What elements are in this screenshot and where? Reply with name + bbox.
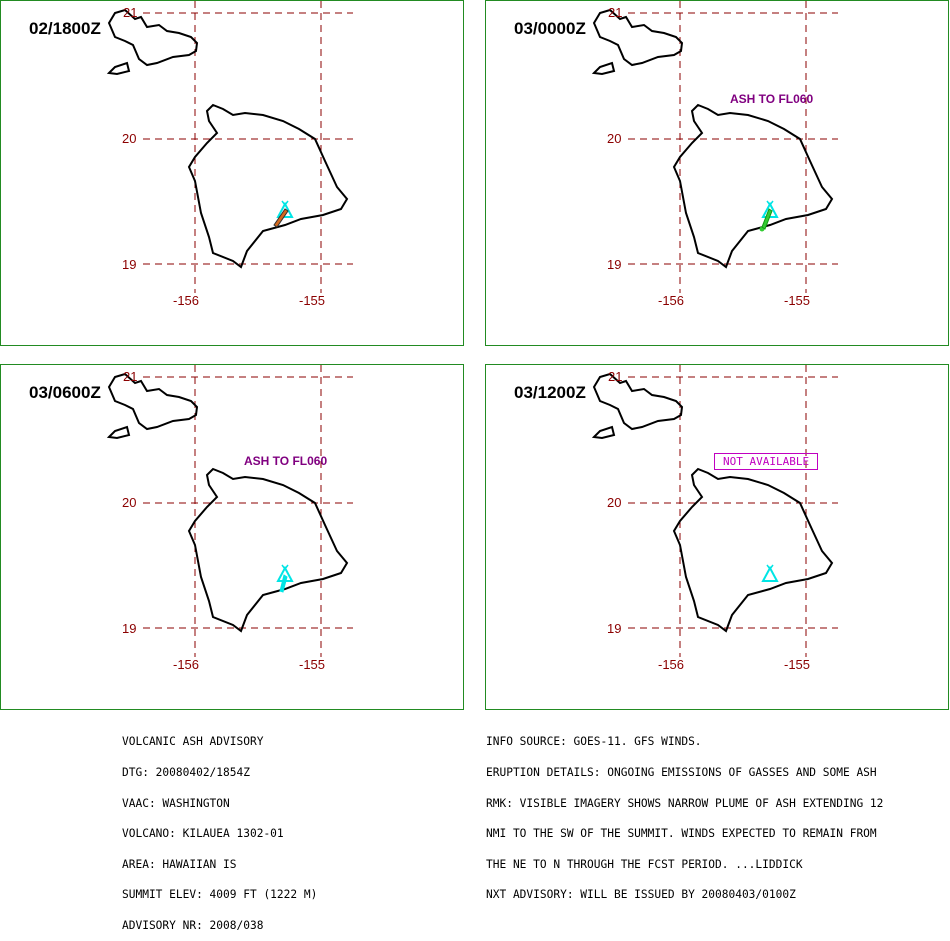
lat-label-21: 21 [123,5,138,20]
lon-label-156: -156 [658,657,685,672]
lat-lon-grid [628,1,838,293]
volcano-icon [276,200,294,218]
ash-plume-icon [279,574,288,593]
lon-label-156: -156 [173,293,200,308]
maui-coastline [107,8,199,67]
kahoolawe-coastline [106,61,131,76]
ash-plume-icon [273,208,289,228]
lat-label-20: 20 [122,131,137,146]
maui-coastline [592,8,684,67]
volcano-vent [281,200,289,207]
big-island-coastline [187,103,349,269]
lat-label-19: 19 [607,621,622,636]
lat-label-20: 20 [122,495,137,510]
lat-label-19: 19 [122,257,137,272]
advisory-line: NMI TO THE SW OF THE SUMMIT. WINDS EXPEC… [486,827,877,841]
lon-label-156: -156 [173,657,200,672]
advisory-line: VOLCANIC ASH ADVISORY [122,735,264,749]
volcano-triangle [276,201,294,218]
ash-plume [761,208,773,230]
map-canvas [106,1,353,293]
advisory-line: RMK: VISIBLE IMAGERY SHOWS NARROW PLUME … [486,796,884,810]
map-panel: 03/0000Z ASH TO FL060 21 20 19 -156 -155 [485,0,949,346]
valid-time-label: 03/1200Z [514,383,586,402]
lat-lon-grid [143,1,353,293]
ash-annotation: ASH TO FL060 [730,92,814,106]
advisory-line: THE NE TO N THROUGH THE FCST PERIOD. ...… [486,857,803,871]
map-canvas [591,1,838,293]
map-panel: 02/1800Z 21 20 19 -156 -155 [0,0,464,346]
lat-lon-grid [143,365,353,657]
big-island-coastline [187,467,349,633]
lon-label-155: -155 [784,657,811,672]
advisory-line: INFO SOURCE: GOES-11. GFS WINDS. [486,735,702,749]
volcano-triangle [761,565,779,582]
maui-coastline [592,372,684,431]
advisory-line: ERUPTION DETAILS: ONGOING EMISSIONS OF G… [486,766,877,779]
not-available-box: NOT AVAILABLE [714,453,819,470]
advisory-line: NXT ADVISORY: WILL BE ISSUED BY 20080403… [486,888,796,902]
ash-plume [279,574,288,593]
map-canvas [106,365,353,657]
lat-label-19: 19 [122,621,137,636]
lat-label-20: 20 [607,495,622,510]
ash-plume-icon [759,208,773,232]
lon-label-155: -155 [299,293,326,308]
volcano-vent [281,564,289,571]
volcano-vent [766,564,774,571]
volcano-vent [766,200,774,207]
maui-coastline [107,372,199,431]
ash-annotation: ASH TO FL060 [244,454,328,468]
lon-label-156: -156 [658,293,685,308]
volcano-icon [761,564,779,582]
valid-time-label: 02/1800Z [29,19,101,38]
kahoolawe-coastline [591,61,616,76]
valid-time-label: 03/0600Z [29,383,101,402]
lon-label-155: -155 [299,657,326,672]
advisory-line: DTG: 20080402/1854Z [122,766,250,779]
advisory-line: AREA: HAWAIIAN IS [122,857,237,871]
big-island-coastline [672,467,834,633]
lon-label-155: -155 [784,293,811,308]
valid-time-label: 03/0000Z [514,19,586,38]
map-canvas [591,365,838,657]
kahoolawe-coastline [106,425,131,440]
lat-label-21: 21 [608,5,623,20]
lat-lon-grid [628,365,838,657]
lat-label-21: 21 [123,369,138,384]
map-panel: 03/0600Z ASH TO FL060 21 20 19 -156 -155 [0,364,464,710]
map-panel: 03/1200Z NOT AVAILABLE 21 20 19 -156 -15… [485,364,949,710]
advisory-line: ADVISORY NR: 2008/038 [122,918,264,932]
advisory-line: SUMMIT ELEV: 4009 FT (1222 M) [122,888,318,902]
lat-label-20: 20 [607,131,622,146]
advisory-remarks-text: INFO SOURCE: GOES-11. GFS WINDS. ERUPTIO… [486,717,883,911]
advisory-line: VOLCANO: KILAUEA 1302-01 [122,827,284,841]
advisory-line: VAAC: WASHINGTON [122,796,230,810]
big-island-coastline [672,103,834,269]
ash-plume [273,208,289,228]
advisory-header-text: VOLCANIC ASH ADVISORY DTG: 20080402/1854… [122,717,317,941]
lat-label-19: 19 [607,257,622,272]
kahoolawe-coastline [591,425,616,440]
lat-label-21: 21 [608,369,623,384]
